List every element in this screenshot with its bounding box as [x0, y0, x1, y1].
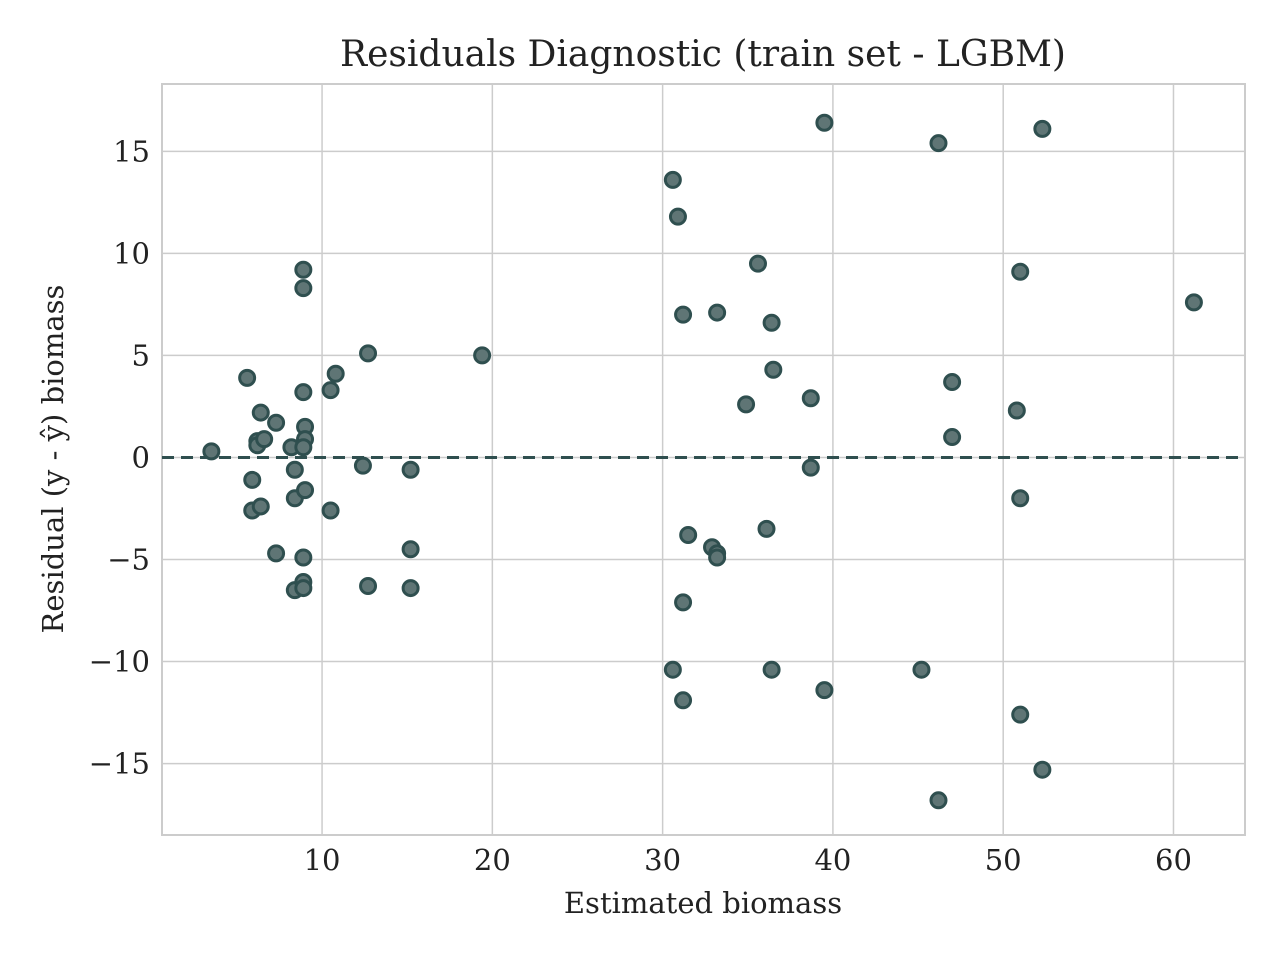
scatter-point [801, 458, 820, 477]
y-axis-label: Residual (y - ŷ) biomass [36, 285, 70, 634]
scatter-point [285, 460, 304, 479]
scatter-point [708, 303, 727, 322]
scatter-point [764, 360, 783, 379]
scatter-point [267, 544, 286, 563]
scatter-point [401, 460, 420, 479]
y-tick-label: 15 [113, 134, 150, 168]
scatter-point [238, 368, 257, 387]
scatter-point [401, 579, 420, 598]
scatter-point [663, 170, 682, 189]
scatter-point [1011, 489, 1030, 508]
scatter-point [255, 430, 274, 449]
scatter-point [663, 660, 682, 679]
scatter-point [1011, 705, 1030, 724]
scatter-point [943, 372, 962, 391]
scatter-point [801, 389, 820, 408]
scatter-point [353, 456, 372, 475]
plot-frame [161, 83, 1246, 836]
scatter-point [251, 497, 270, 516]
scatter-point [1007, 401, 1026, 420]
scatter-point [321, 501, 340, 520]
y-tick-label: 0 [132, 440, 150, 474]
scatter-point [1184, 293, 1203, 312]
scatter-point [359, 577, 378, 596]
scatter-point [243, 470, 262, 489]
y-tick-label: −5 [107, 542, 150, 576]
x-tick-labels: 10 20 30 40 50 60 [304, 843, 1192, 877]
x-tick-label: 60 [1155, 843, 1192, 877]
y-tick-label: −10 [89, 645, 150, 679]
scatter-point [294, 383, 313, 402]
scatter-point [815, 113, 834, 132]
y-tick-label: 5 [132, 338, 150, 372]
x-tick-label: 30 [644, 843, 681, 877]
y-tick-label: −15 [89, 747, 150, 781]
scatter-point [674, 593, 693, 612]
x-tick-label: 20 [474, 843, 511, 877]
scatter-point [1011, 262, 1030, 281]
scatter-point [674, 305, 693, 324]
grid [162, 84, 1245, 835]
data-points [202, 113, 1203, 810]
scatter-point [929, 791, 948, 810]
scatter-point [943, 428, 962, 447]
scatter-point [401, 540, 420, 559]
y-tick-labels: 15 10 5 0 −5 −10 −15 [89, 134, 150, 780]
scatter-point [1033, 119, 1052, 138]
scatter-point [668, 207, 687, 226]
scatter-point [359, 344, 378, 363]
x-axis-label: Estimated biomass [564, 886, 842, 920]
scatter-point [762, 313, 781, 332]
scatter-point [757, 519, 776, 538]
scatter-point [912, 660, 931, 679]
scatter-point [294, 279, 313, 298]
scatter-point [679, 526, 698, 545]
scatter-point [294, 579, 313, 598]
scatter-point [674, 691, 693, 710]
y-tick-label: 10 [113, 236, 150, 270]
chart-title: Residuals Diagnostic (train set - LGBM) [340, 34, 1066, 75]
x-tick-label: 40 [814, 843, 851, 877]
scatter-point [929, 134, 948, 153]
scatter-point [294, 260, 313, 279]
scatter-point [267, 413, 286, 432]
scatter-point [737, 395, 756, 414]
scatter-point [748, 254, 767, 273]
scatter-point [1033, 760, 1052, 779]
scatter-point [202, 442, 221, 461]
scatter-point [762, 660, 781, 679]
scatter-point [296, 481, 315, 500]
scatter-point [326, 364, 345, 383]
scatter-point [251, 403, 270, 422]
scatter-point [708, 548, 727, 567]
scatter-point [321, 381, 340, 400]
scatter-point [294, 438, 313, 457]
scatter-point [473, 346, 492, 365]
x-tick-label: 50 [985, 843, 1022, 877]
scatter-point [294, 548, 313, 567]
scatter-point [815, 681, 834, 700]
x-tick-label: 10 [304, 843, 341, 877]
